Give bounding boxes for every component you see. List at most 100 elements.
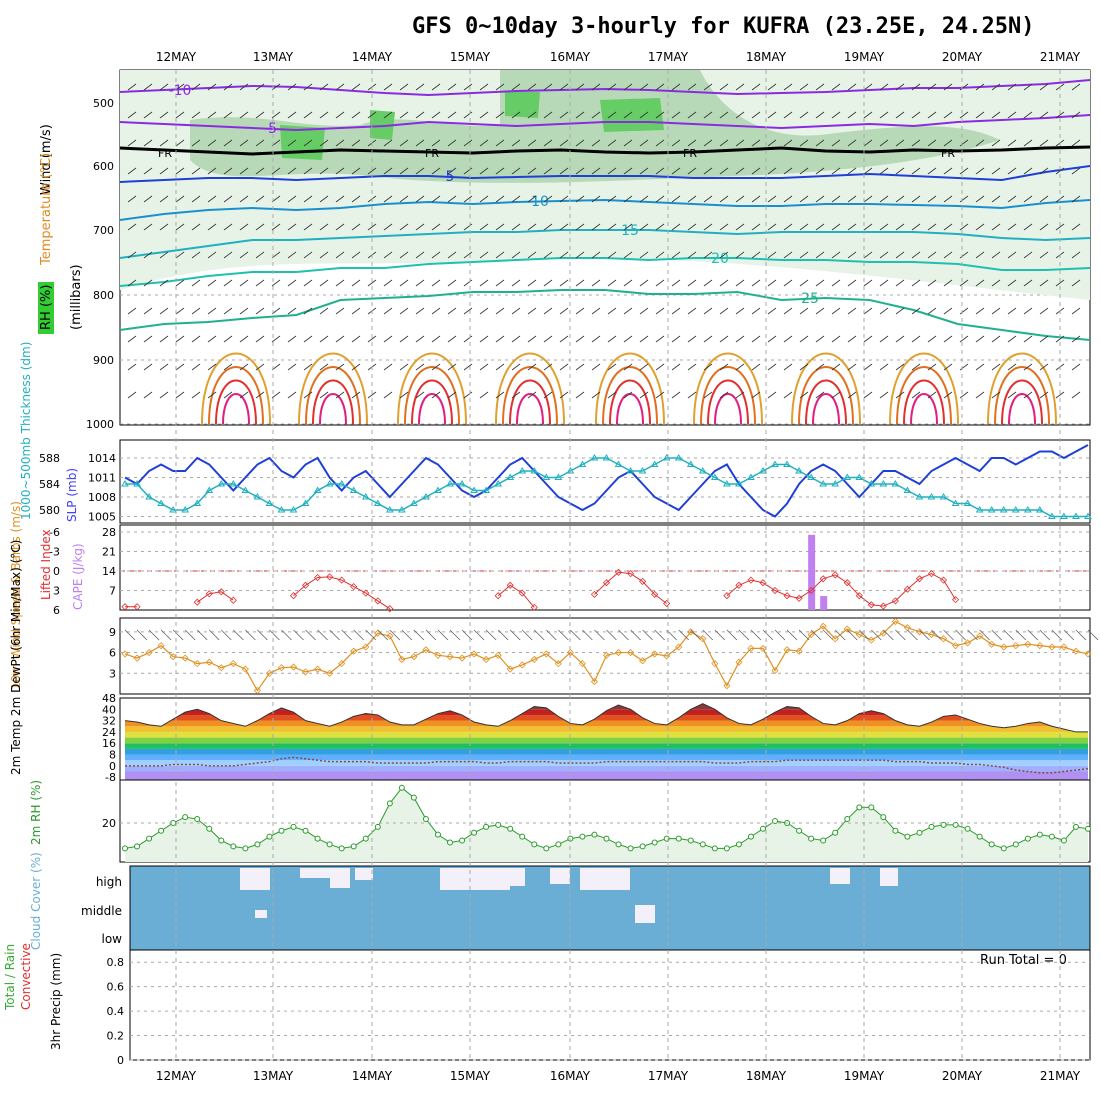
wind-barb: [287, 195, 297, 203]
surface-wind-barb: [317, 629, 328, 641]
wind-barb: [335, 251, 345, 259]
thickness-point: [410, 499, 418, 506]
wind-barb: [143, 335, 153, 343]
cloud-level-label: middle: [81, 904, 122, 918]
wind-barb: [271, 335, 281, 343]
wind-barb: [895, 83, 905, 91]
wind-barb: [447, 167, 457, 175]
thickness-point: [710, 473, 719, 480]
wind-barb: [879, 251, 889, 259]
thickness-point: [614, 460, 623, 467]
surface-wind-barb: [389, 629, 401, 641]
wind-barb: [575, 111, 585, 119]
wind-barb: [879, 167, 889, 175]
surface-wind-barb: [1027, 629, 1039, 641]
wind-barb: [127, 307, 137, 315]
wind-barb: [959, 251, 969, 259]
wind-barb: [671, 363, 681, 371]
wind-barb: [431, 391, 441, 399]
surface-wind-barb: [1039, 629, 1051, 641]
wind-barb: [575, 307, 585, 315]
thickness-point: [987, 506, 996, 513]
wind-speed-point: [398, 655, 406, 664]
wind-barb: [1023, 223, 1033, 231]
wind-barb: [127, 363, 137, 371]
thickness-point: [530, 467, 539, 474]
wind-barb: [319, 279, 329, 287]
wind-barb: [719, 223, 729, 231]
wind-speed-point: [939, 635, 948, 643]
wind-barb: [1007, 167, 1017, 175]
isotherm-label: 25: [801, 291, 819, 307]
surface-wind-barb: [570, 629, 581, 641]
rh-point: [519, 833, 526, 840]
wind-barb: [351, 335, 361, 343]
wind10m-label: 10m Wind Speed & Barbs (m/s): [9, 501, 23, 690]
wind-barb: [591, 391, 601, 399]
wind-barb: [703, 167, 713, 175]
wind-barb: [399, 279, 409, 287]
wind-barb: [975, 279, 985, 287]
surface-wind-barb: [353, 629, 364, 641]
wind-barb: [271, 167, 281, 175]
temperature-contour: [609, 379, 651, 425]
wind-barb: [143, 391, 153, 399]
thickness-point: [939, 493, 948, 500]
wind-barb: [895, 279, 905, 287]
wind-barb: [351, 279, 361, 287]
lifted-index-point: [205, 590, 213, 598]
wind-barb: [639, 251, 649, 259]
surface-wind-barb: [1087, 629, 1099, 641]
rh-point: [591, 831, 598, 838]
wind-barb: [959, 223, 969, 231]
wind-barb: [319, 307, 329, 315]
wind-barb: [479, 83, 489, 91]
wind-barb: [159, 195, 169, 203]
temp-band: [125, 726, 1088, 732]
wind-barb: [911, 195, 921, 203]
wind-barb: [511, 83, 521, 91]
wind-speed-point: [169, 653, 177, 661]
lifted-index-point: [326, 573, 334, 581]
rh-point: [856, 804, 863, 811]
thickness-point: [325, 480, 334, 487]
wind-barb: [287, 83, 297, 91]
temp-tick-label: 32: [102, 715, 116, 728]
thickness-point: [253, 493, 262, 500]
thickness-point: [638, 467, 647, 474]
thickness-point: [458, 480, 466, 487]
rh-point: [483, 823, 490, 830]
wind-barb: [767, 83, 777, 91]
surface-wind-barb: [774, 629, 786, 641]
wind-speed-point: [627, 648, 635, 657]
thickness-point: [747, 473, 755, 480]
wind-barb: [495, 195, 505, 203]
wind-barb: [463, 363, 473, 371]
temperature-contour: [222, 393, 250, 425]
wind-speed-point: [470, 650, 478, 658]
surface-wind-barb: [209, 629, 220, 641]
wind-barb: [831, 307, 841, 315]
wind-barb: [783, 195, 793, 203]
wind-speed-point: [434, 651, 442, 659]
wind-barb: [815, 83, 825, 91]
wind-barb: [415, 363, 425, 371]
wind-barb: [511, 363, 521, 371]
precip-total-label: Total / Rain: [3, 944, 17, 1011]
rh-point: [796, 827, 803, 834]
wind-barb: [975, 167, 985, 175]
rh-point: [338, 845, 345, 852]
thickness-point: [1060, 512, 1068, 519]
wind-barb: [287, 363, 297, 371]
wind-barb: [767, 391, 777, 399]
wind-barb: [1071, 139, 1081, 147]
temperature-contour: [805, 379, 847, 425]
wind-speed-point: [927, 631, 936, 639]
wind-barb: [559, 167, 569, 175]
wind-barb: [895, 111, 905, 119]
wind-barb: [175, 363, 185, 371]
wind-barb: [911, 139, 921, 147]
pressure-tick-label: 1000: [86, 418, 114, 431]
wind-tick-label: 3: [109, 667, 116, 680]
wind-barb: [959, 139, 969, 147]
